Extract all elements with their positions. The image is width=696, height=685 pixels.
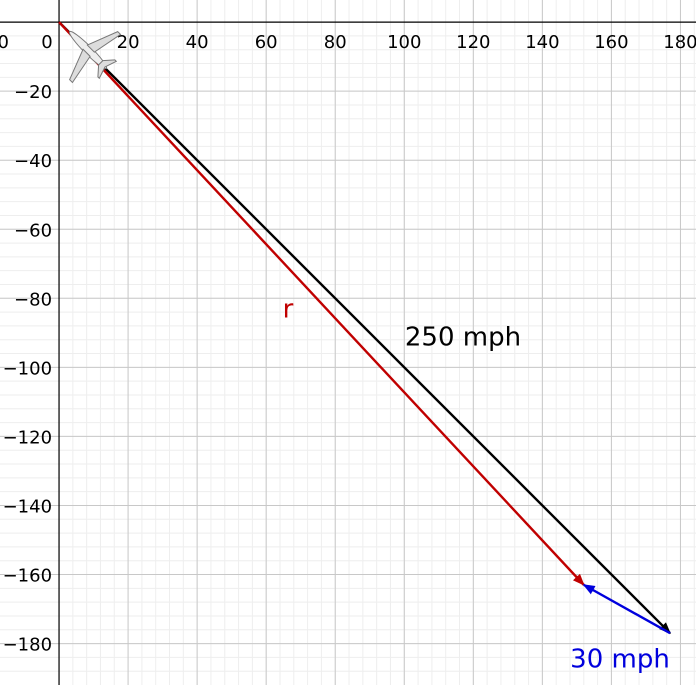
vector-label: 30 mph <box>570 645 670 675</box>
vectors: 250 mph r 30 mph <box>58 21 671 675</box>
y-tick-label: −140 <box>3 496 52 517</box>
x-tick-label: 40 <box>186 32 209 53</box>
airplane-icon <box>68 30 122 84</box>
x-tick-label: 100 <box>387 32 421 53</box>
x-tick-label: 160 <box>594 32 628 53</box>
y-tick-label: −100 <box>3 358 52 379</box>
y-tick-label: −160 <box>3 566 52 587</box>
vector <box>58 21 585 586</box>
vector <box>58 21 671 635</box>
y-tick-label: −60 <box>14 220 52 241</box>
x-tick-label: 60 <box>255 32 278 53</box>
vector-label: 250 mph <box>405 323 521 353</box>
x-tick-label: 140 <box>525 32 559 53</box>
vector-label: r <box>283 295 294 325</box>
x-tick-label: −20 <box>0 32 9 53</box>
y-tick-label: −120 <box>3 427 52 448</box>
x-tick-label: 0 <box>41 32 52 53</box>
x-tick-label: 180 <box>663 32 696 53</box>
x-tick-label: 20 <box>117 32 140 53</box>
vector <box>582 583 671 635</box>
y-tick-label: −80 <box>14 289 52 310</box>
y-tick-label: −180 <box>3 635 52 656</box>
x-tick-label: 120 <box>456 32 490 53</box>
y-tick-label: −20 <box>14 82 52 103</box>
x-tick-label: 80 <box>324 32 347 53</box>
y-tick-label: −40 <box>14 151 52 172</box>
